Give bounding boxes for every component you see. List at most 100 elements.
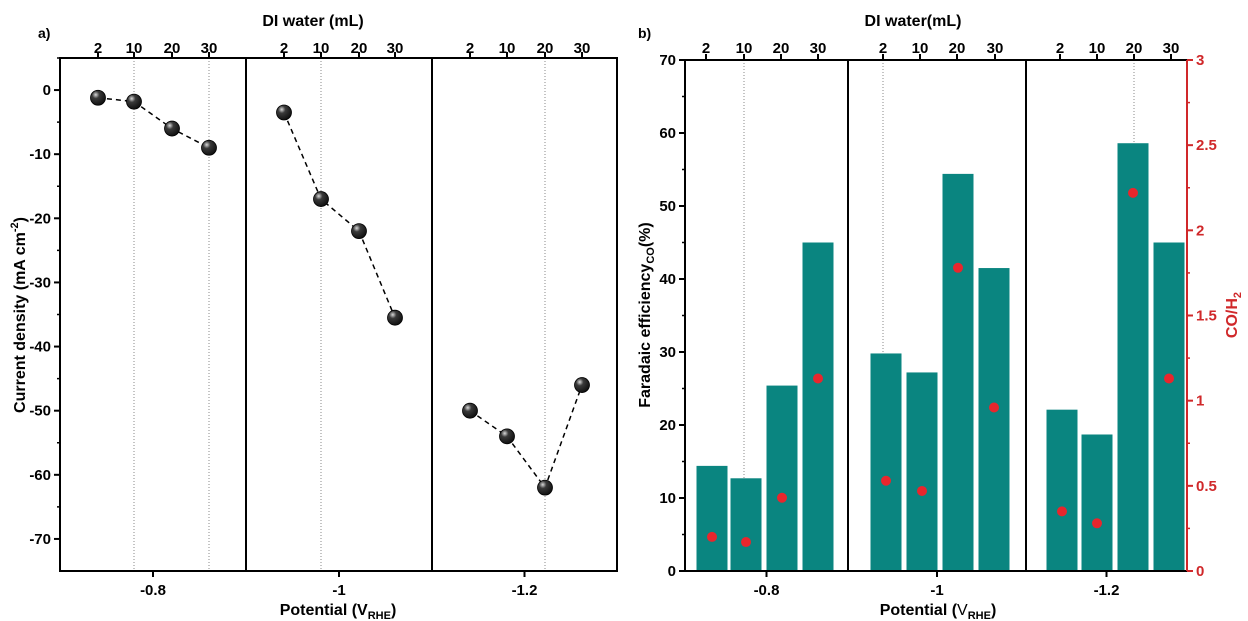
top-tick-label: 20 (537, 40, 554, 57)
top-tick-label: 20 (164, 40, 181, 57)
ratio-point (953, 262, 963, 273)
series-line--1 (283, 112, 396, 318)
ratio-point (707, 531, 717, 542)
data-point (126, 93, 142, 110)
series-line--0.8 (97, 97, 210, 149)
fe-bar (802, 242, 834, 571)
top-tick-label: 10 (126, 40, 143, 57)
y-tick-label: -50 (29, 403, 51, 420)
fe-bar (1117, 143, 1149, 571)
ratio-point (989, 402, 999, 413)
y2-tick-label: 0.5 (1196, 478, 1217, 495)
y-axis-title: Faradaic efficiencyCO(%) (637, 222, 657, 407)
y-tick-label: -40 (29, 339, 51, 356)
data-point (164, 120, 180, 137)
y-axis-title: Current density (mA cm-2) (9, 217, 29, 413)
x-tick-label: -1.2 (1094, 582, 1120, 599)
top-tick-label: 2 (879, 40, 887, 57)
data-point (499, 428, 515, 445)
top-axis-title: DI water (mL) (262, 13, 363, 30)
x-axis-title-sub: RHE (968, 610, 991, 621)
y-tick-label: 20 (659, 417, 676, 434)
top-tick-label: 20 (949, 40, 966, 57)
panel-label: a) (38, 25, 50, 41)
y-axis-title-sub: CO (645, 247, 657, 264)
series-line--1.2 (469, 384, 583, 490)
x-axis-title-main: Potential ( (880, 602, 958, 619)
x-axis-title-end: ) (991, 602, 996, 619)
y-axis-title-end: (%) (637, 222, 654, 247)
y-tick-label: 50 (659, 198, 676, 215)
y-tick-label: -30 (29, 274, 51, 291)
data-point (462, 402, 478, 419)
x-axis-title: Potential (VRHE) (280, 602, 397, 621)
ratio-point (741, 537, 751, 548)
y-tick-label: -20 (29, 210, 51, 227)
y-tick-label: 40 (659, 271, 676, 288)
x-axis-title-sub: RHE (368, 610, 391, 621)
x-tick-label: -1.2 (512, 582, 538, 599)
y-tick-label: 60 (659, 125, 676, 142)
top-tick-label: 10 (313, 40, 330, 57)
top-tick-label: 2 (702, 40, 710, 57)
y-tick-label: 70 (659, 52, 676, 69)
top-tick-label: 10 (912, 40, 929, 57)
data-point (537, 479, 553, 496)
x-axis-title-v: V (957, 602, 968, 619)
ratio-point (881, 475, 891, 486)
top-tick-label: 10 (1089, 40, 1106, 57)
data-point (276, 104, 292, 121)
top-tick-label: 2 (466, 40, 474, 57)
top-tick-label: 30 (987, 40, 1004, 57)
y-tick-label: 10 (659, 490, 676, 507)
ratio-point (1128, 187, 1138, 198)
top-tick-label: 2 (1056, 40, 1064, 57)
fe-bar (766, 385, 798, 571)
x-axis-title: Potential (VRHE) (880, 602, 997, 621)
x-tick-label: -0.8 (754, 582, 780, 599)
panel-b-faradaic-efficiency-chart: b)DI water(mL)2 10 20 30 2 10 20 30 2 10 20 3001020… (637, 13, 1244, 621)
fe-bar (1046, 409, 1078, 571)
panel-a-current-density-chart: a) DI water (mL) 2 10 20 30 2 10 20 30 2 10 20 30 0 -10… (9, 13, 618, 621)
x-tick-label: -1 (332, 582, 345, 599)
ratio-point (1164, 373, 1174, 384)
top-tick-label: 2 (280, 40, 288, 57)
y2-tick-label: 1.5 (1196, 308, 1217, 325)
data-point (387, 309, 403, 326)
y-axis-title-sup: -2 (9, 222, 21, 232)
y-axis-title-main: Current density (mA cm (12, 232, 29, 413)
top-tick-label: 20 (351, 40, 368, 57)
y2-tick-label: 2 (1196, 222, 1204, 239)
x-axis-title-main: Potential (V (280, 602, 368, 619)
y-tick-label: -60 (29, 467, 51, 484)
top-axis-title: DI water(mL) (865, 13, 962, 30)
ratio-point (1092, 518, 1102, 529)
ratio-point (917, 485, 927, 496)
top-tick-label: 10 (499, 40, 516, 57)
y2-tick-label: 3 (1196, 52, 1204, 69)
y-tick-label: 0 (668, 563, 676, 580)
x-axis-title-end: ) (391, 602, 396, 619)
fe-bar (1153, 242, 1185, 571)
y-tick-label: 30 (659, 344, 676, 361)
y2-axis-title-main: CO/H (1224, 298, 1241, 338)
y-tick-label: -70 (29, 531, 51, 548)
x-tick-label: -1 (930, 582, 943, 599)
y-tick-label: -10 (29, 146, 51, 163)
top-tick-label: 30 (574, 40, 591, 57)
data-point (90, 89, 106, 106)
top-tick-label: 2 (94, 40, 102, 57)
y2-tick-label: 2.5 (1196, 137, 1217, 154)
y2-tick-label: 1 (1196, 393, 1204, 410)
fe-bar (942, 173, 974, 571)
fe-bar (978, 268, 1010, 571)
fe-bar (696, 465, 728, 571)
y-axis-title-end: ) (12, 217, 29, 222)
y-axis-title-main: Faradaic efficiency (637, 264, 654, 408)
top-tick-label: 10 (736, 40, 753, 57)
top-tick-label: 30 (387, 40, 404, 57)
top-tick-label: 20 (1126, 40, 1143, 57)
top-tick-label: 30 (201, 40, 218, 57)
y-tick-label: 0 (43, 82, 51, 99)
fe-bar (870, 353, 902, 571)
